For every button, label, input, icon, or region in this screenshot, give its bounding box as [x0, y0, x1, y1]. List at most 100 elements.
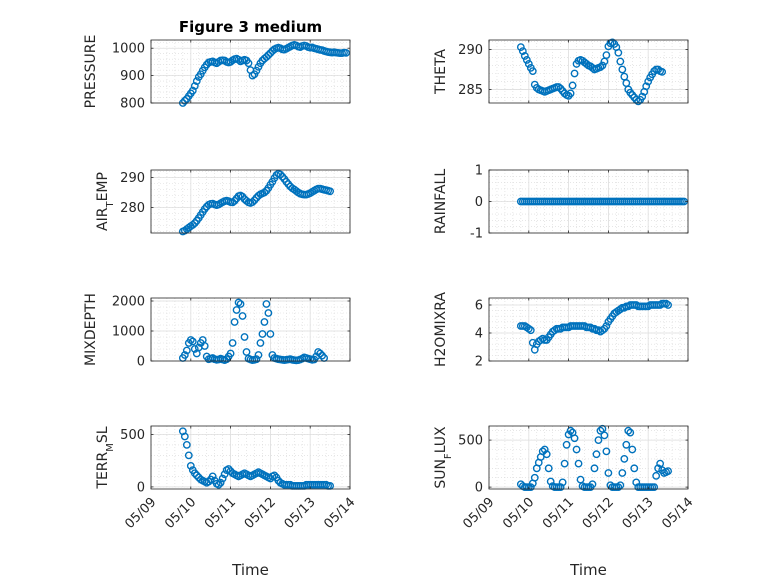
y-tick-label: 290 — [120, 171, 145, 186]
data-point — [228, 339, 237, 347]
data-point — [230, 318, 239, 326]
axes-background — [151, 298, 350, 361]
data-point — [540, 445, 549, 454]
data-point — [182, 346, 191, 355]
data-point — [664, 301, 672, 309]
x-axis-label: Time — [231, 561, 269, 579]
data-point — [190, 82, 199, 90]
data-point — [218, 474, 227, 483]
data-point — [240, 333, 249, 341]
y-axis-label: TERRMSL — [95, 426, 116, 489]
data-point — [582, 60, 591, 68]
data-point — [220, 470, 229, 479]
data-point — [596, 426, 605, 435]
x-tick-label: 05/11 — [202, 495, 239, 532]
data-point — [526, 483, 535, 492]
y-tick-label: 500 — [458, 434, 483, 449]
data-point — [526, 326, 535, 335]
data-point — [644, 77, 653, 86]
x-tick-label: 05/14 — [659, 495, 696, 532]
data-point — [516, 43, 525, 52]
data-point — [266, 330, 275, 338]
y-tick-label: 2000 — [112, 295, 145, 310]
x-tick-label: 05/14 — [321, 495, 358, 532]
data-point — [188, 86, 197, 95]
data-point — [242, 348, 251, 356]
data-point — [208, 472, 217, 481]
data-point — [192, 77, 201, 85]
y-axis-label: SUNFLUX — [433, 426, 454, 489]
data-point — [614, 483, 623, 492]
data-point — [616, 481, 625, 490]
data-point — [276, 170, 285, 179]
axes-frame — [488, 297, 689, 362]
x-tick-label: 05/10 — [500, 495, 537, 532]
data-point — [632, 478, 641, 487]
axes-frame — [150, 169, 351, 234]
data-point — [182, 440, 191, 449]
data-point — [190, 469, 199, 478]
data-point — [574, 459, 583, 468]
data-point — [264, 309, 273, 317]
data-point — [524, 60, 533, 68]
data-point — [562, 440, 571, 449]
data-point — [228, 198, 237, 207]
y-axis-label: RAINFALL — [433, 169, 449, 234]
subplot-h2omixra: 2 4 6 H2OMIXRA — [433, 292, 689, 370]
data-point — [572, 445, 581, 454]
y-tick-label: 0 — [475, 481, 483, 496]
data-point — [248, 198, 257, 207]
y-axis-label: AIRTEMP — [95, 172, 116, 231]
data-point — [200, 342, 209, 350]
axes-frame — [488, 425, 689, 490]
axes-frame — [488, 39, 689, 104]
y-tick-label: 0 — [137, 480, 145, 495]
y-tick-label: 285 — [458, 83, 483, 98]
data-point — [180, 96, 189, 105]
y-tick-label: 6 — [475, 299, 483, 314]
data-point — [234, 298, 243, 307]
data-point — [618, 469, 627, 477]
data-point — [626, 428, 635, 437]
y-tick-label: 800 — [120, 97, 145, 112]
y-axis-label: PRESSURE — [83, 35, 99, 109]
data-point — [588, 480, 597, 489]
y-tick-label: 1000 — [112, 42, 145, 57]
data-point — [532, 83, 541, 92]
x-tick-label: 05/10 — [162, 495, 199, 532]
data-point — [564, 430, 573, 439]
data-point — [252, 355, 261, 364]
data-point — [180, 432, 189, 441]
data-point — [224, 465, 233, 473]
y-tick-label: 1000 — [112, 325, 145, 340]
data-point — [654, 464, 663, 473]
data-point — [270, 471, 279, 480]
data-point — [520, 52, 529, 60]
data-point — [658, 67, 667, 76]
data-point — [186, 461, 195, 470]
x-tick-label: 05/09 — [122, 495, 159, 532]
x-tick-label: 05/12 — [242, 495, 279, 532]
y-axis-label: H2OMIXRA — [433, 292, 449, 367]
subplot-mixdepth: 0 1000 2000 MIXDEPTH — [83, 293, 351, 370]
data-point — [570, 69, 579, 78]
data-point — [252, 66, 261, 75]
axes-frame — [150, 297, 351, 362]
axes-background — [151, 40, 350, 103]
data-point — [624, 426, 633, 435]
data-point — [188, 337, 197, 346]
data-point — [264, 51, 273, 59]
y-tick-label: 280 — [120, 201, 145, 216]
x-tick-label: 05/11 — [540, 495, 577, 532]
data-point — [216, 478, 225, 487]
data-point — [604, 469, 613, 477]
subplot-rainfall: -1 0 1 RAINFALL — [433, 164, 689, 242]
data-point — [214, 480, 223, 489]
y-tick-label: 900 — [120, 69, 145, 84]
data-point — [608, 38, 617, 47]
data-point — [620, 455, 629, 463]
data-point — [266, 49, 275, 58]
data-point — [566, 89, 575, 98]
data-point — [530, 473, 539, 482]
